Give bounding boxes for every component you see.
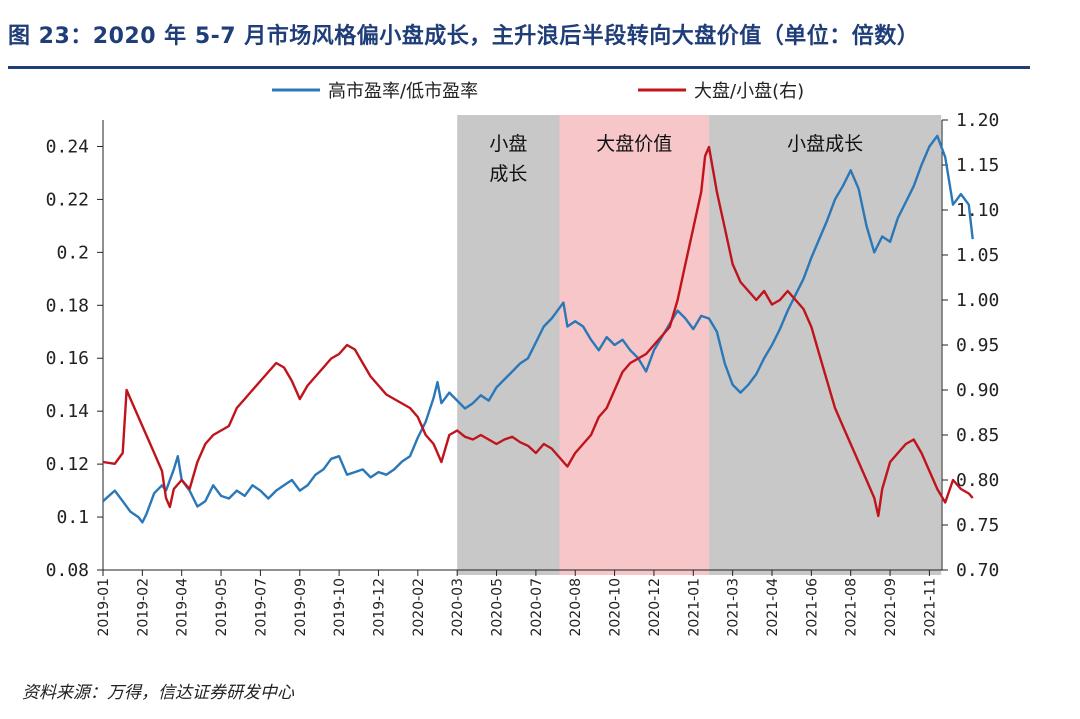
x-tick-label: 2019-09 (293, 578, 309, 637)
legend-label-0: 高市盈率/低市盈率 (328, 81, 478, 102)
y-right-tick-label: 0.90 (956, 380, 999, 401)
y-right-tick-label: 0.70 (956, 560, 999, 581)
y-left-tick-label: 0.12 (46, 454, 89, 475)
legend: 高市盈率/低市盈率 大盘/小盘(右) (272, 81, 804, 102)
y-left-tick-label: 0.22 (46, 189, 89, 210)
y-right-tick-label: 0.95 (956, 335, 999, 356)
legend-label-1: 大盘/小盘(右) (694, 81, 804, 102)
x-tick-label: 2021-04 (765, 578, 781, 637)
series-line-0 (102, 134, 974, 524)
x-tick-label: 2020-07 (529, 578, 545, 637)
x-tick-label: 2020-10 (608, 578, 624, 637)
x-tick-label: 2021-11 (922, 578, 938, 637)
x-tick-label: 2021-06 (804, 578, 820, 637)
series-line-1 (102, 145, 974, 518)
x-tick-label: 2020-08 (568, 578, 584, 637)
x-tick-label: 2019-12 (371, 578, 387, 637)
x-tick-label: 2020-12 (647, 578, 663, 637)
x-tick-label: 2020-02 (411, 578, 427, 637)
y-right-tick-label: 0.85 (956, 425, 999, 446)
series-lines (102, 134, 974, 524)
y-left-tick-label: 0.16 (46, 348, 89, 369)
x-tick-label: 2021-01 (686, 578, 702, 637)
y-left-tick-label: 0.18 (46, 295, 89, 316)
region-label-2-0: 小盘成长 (787, 133, 863, 155)
x-tick-label: 2019-02 (135, 578, 151, 637)
y-right-tick-label: 1.20 (956, 110, 999, 131)
region-label-1-0: 大盘价值 (596, 133, 672, 155)
region-1 (559, 115, 710, 575)
y-right-tick-label: 0.80 (956, 470, 999, 491)
x-tick-label: 2020-05 (490, 578, 506, 637)
y-right-tick-label: 1.05 (956, 245, 999, 266)
y-left-tick-label: 0.24 (46, 136, 89, 157)
x-tick-label: 2019-10 (332, 578, 348, 637)
x-tick-label: 2021-03 (726, 578, 742, 637)
x-tick-label: 2019-07 (253, 578, 269, 637)
x-tick-label: 2019-01 (96, 578, 112, 637)
y-left-tick-label: 0.2 (56, 242, 89, 263)
y-right-tick-label: 1.10 (956, 200, 999, 221)
title-rule (8, 66, 1030, 69)
region-2 (709, 115, 942, 575)
y-left-tick-label: 0.14 (46, 401, 89, 422)
source-note: 资料来源：万得，信达证券研发中心 (22, 683, 294, 703)
y-right-tick-label: 1.15 (956, 155, 999, 176)
x-tick-label: 2021-08 (844, 578, 860, 637)
chart-title: 图 23：2020 年 5-7 月市场风格偏小盘成长，主升浪后半段转向大盘价值（… (8, 24, 920, 49)
y-left-tick-label: 0.08 (46, 560, 89, 581)
y-left-tick-label: 0.1 (56, 507, 89, 528)
x-tick-label: 2021-09 (883, 578, 899, 637)
x-tick-label: 2019-05 (214, 578, 230, 637)
y-right-tick-label: 0.75 (956, 515, 999, 536)
region-label-0-1: 成长 (489, 163, 527, 185)
x-tick-label: 2020-03 (450, 578, 466, 637)
x-tick-label: 2019-04 (175, 578, 191, 637)
axes: 0.08 0.1 0.12 0.14 0.16 0.18 0.2 0.22 0.24 0.70 0.… (46, 110, 1000, 637)
region-0 (457, 115, 560, 575)
y-right-tick-label: 1.00 (956, 290, 999, 311)
region-label-0-0: 小盘 (489, 133, 527, 155)
